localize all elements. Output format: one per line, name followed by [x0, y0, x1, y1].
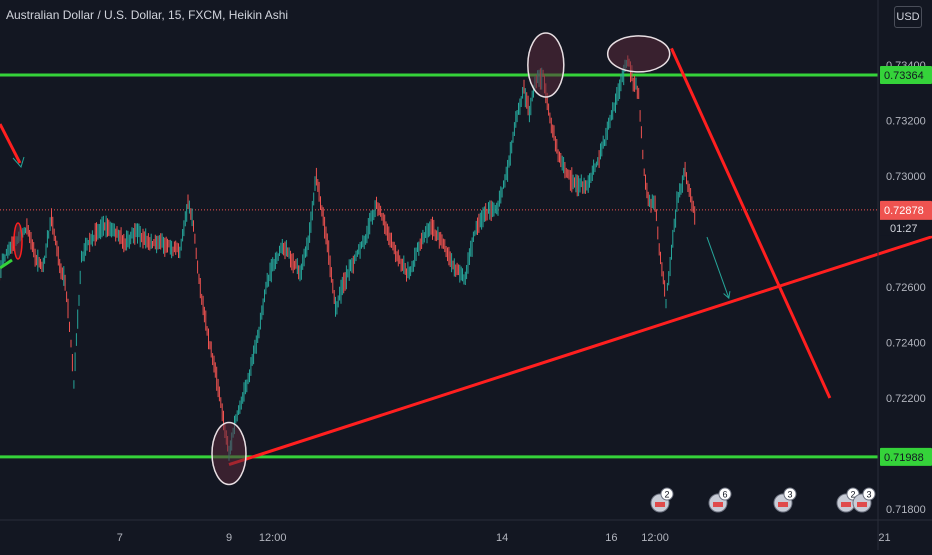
currency-selector[interactable]: USD: [894, 6, 922, 28]
event-count-label: 3: [866, 490, 871, 500]
y-tick-label: 0.72200: [886, 393, 926, 405]
low-marker[interactable]: [211, 421, 247, 486]
flag-stripe: [655, 502, 665, 507]
x-tick-label: 16: [605, 532, 617, 544]
x-tick-label: 14: [496, 532, 508, 544]
x-tick-label: 12:00: [641, 532, 669, 544]
price-label-box: [880, 65, 932, 84]
chart-title: Australian Dollar / U.S. Dollar, 15, FXC…: [6, 8, 289, 22]
edge-marker[interactable]: [13, 222, 23, 260]
flag-stripe: [841, 502, 851, 507]
left-trendline-fragment[interactable]: [0, 123, 22, 164]
arrow-head: [723, 291, 731, 300]
x-tick-label: 12:00: [259, 532, 287, 544]
y-tick-label: 0.73200: [886, 116, 926, 128]
high-marker-2[interactable]: [606, 35, 671, 73]
high-marker-1[interactable]: [527, 32, 565, 98]
price-label: 0.73364: [884, 70, 924, 82]
rising-trendline[interactable]: [228, 215, 932, 467]
y-tick-label: 0.72400: [886, 338, 926, 350]
event-count-label: 2: [664, 490, 669, 500]
price-label: 0.71988: [884, 452, 924, 464]
event-count-badge: [718, 487, 732, 501]
arrow-line[interactable]: [706, 236, 730, 299]
left-green-fragment[interactable]: [0, 258, 13, 270]
countdown-box: [880, 219, 932, 236]
arrow-head: [12, 156, 25, 169]
x-tick-label: 9: [226, 532, 232, 544]
price-label: 0.72878: [884, 205, 924, 217]
flag-stripe: [857, 502, 867, 507]
price-label-box: [880, 447, 932, 466]
y-tick-label: 0.73000: [886, 171, 926, 183]
event-count-badge: [660, 487, 674, 501]
flag-stripe: [778, 502, 788, 507]
x-tick-label: 7: [117, 532, 123, 544]
event-count-label: 3: [787, 490, 792, 500]
flag-stripe: [713, 502, 723, 507]
event-count-badge: [862, 487, 876, 501]
price-label-box: [880, 200, 932, 219]
countdown-label: 01:27: [890, 223, 918, 235]
event-count-label: 2: [850, 490, 855, 500]
event-count-badge: [783, 487, 797, 501]
y-tick-label: 0.72600: [886, 282, 926, 294]
x-tick-label: 21: [878, 532, 890, 544]
falling-trendline[interactable]: [670, 47, 832, 399]
y-tick-label: 0.71800: [886, 504, 926, 516]
event-count-label: 6: [722, 490, 727, 500]
